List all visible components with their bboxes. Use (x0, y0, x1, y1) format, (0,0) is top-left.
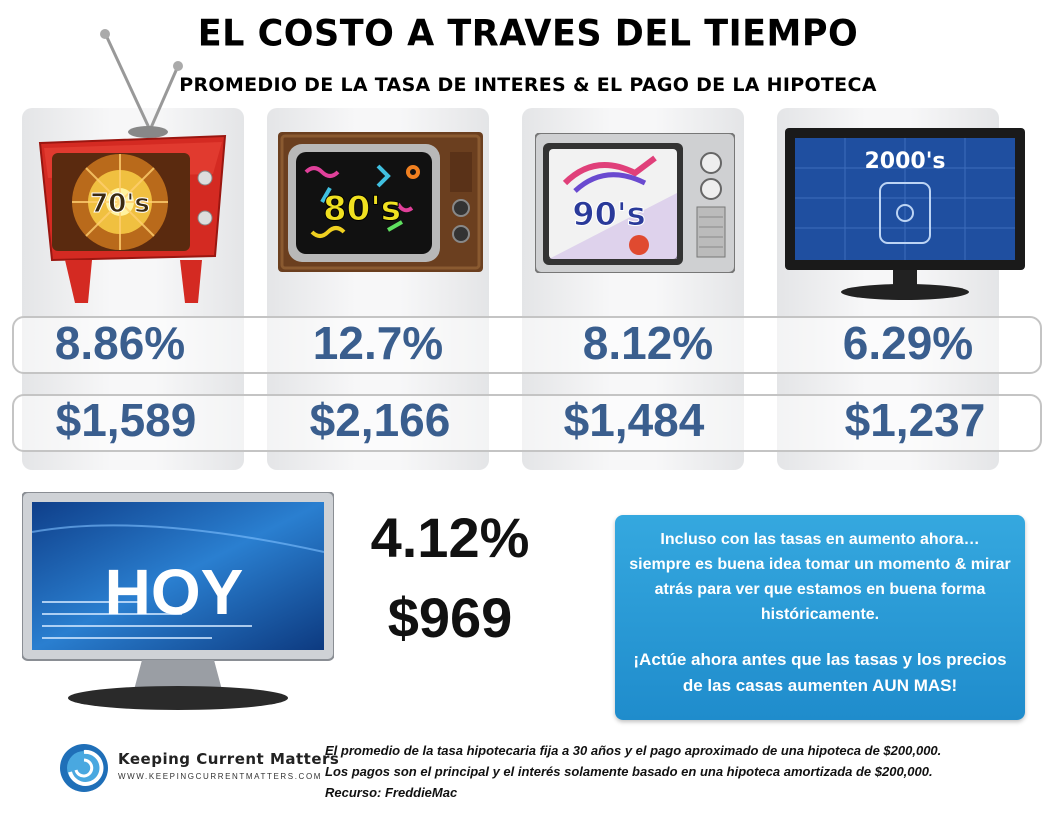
tv-2000s-label: 2000's (864, 149, 945, 174)
payment-80s: $2,166 (309, 394, 451, 446)
message-box: Incluso con las tasas en aumento ahora… … (615, 515, 1025, 720)
payments-band (12, 394, 1042, 452)
footnote-line-1: El promedio de la tasa hipotecaria fija … (325, 743, 942, 758)
today-payment: $969 (387, 586, 513, 649)
rate-90s: 8.12% (582, 317, 714, 369)
brand-logo-icon (60, 744, 108, 792)
today-rate: 4.12% (370, 506, 530, 569)
payment-90s: $1,484 (563, 394, 705, 446)
tv-70s-label: 70's (90, 189, 150, 219)
page-title: EL COSTO A TRAVES DEL TIEMPO (197, 13, 859, 55)
brand-name: Keeping Current Matters (118, 750, 340, 768)
rates-band (12, 316, 1042, 374)
message-paragraph-1: Incluso con las tasas en aumento ahora… … (629, 531, 1011, 623)
message-paragraph-2: ¡Actúe ahora antes que las tasas y los p… (633, 650, 1007, 695)
tv-80s-illustration: 80's (278, 132, 483, 272)
rate-70s: 8.86% (54, 317, 186, 369)
footnote: El promedio de la tasa hipotecaria fija … (325, 740, 1045, 803)
tv-80s-label: 80's (323, 189, 401, 229)
tv-today-illustration: HOY (22, 492, 334, 710)
payment-2000s: $1,237 (844, 394, 986, 446)
tv-70s-illustration: 70's (38, 29, 227, 303)
tv-2000s-illustration: 2000's (785, 128, 1025, 300)
page-subtitle: PROMEDIO DE LA TASA DE INTERES & EL PAGO… (179, 74, 877, 96)
brand-url: WWW.KEEPINGCURRENTMATTERS.COM (118, 772, 323, 781)
footnote-line-2: Los pagos son el principal y el interés … (325, 764, 933, 779)
tv-90s-illustration: 90's (535, 133, 735, 273)
rate-80s: 12.7% (312, 317, 444, 369)
payment-70s: $1,589 (55, 394, 197, 446)
tv-90s-label: 90's (572, 195, 645, 233)
rate-2000s: 6.29% (842, 317, 974, 369)
footnote-source: Recurso: FreddieMac (325, 785, 458, 800)
today-label: HOY (105, 556, 244, 628)
